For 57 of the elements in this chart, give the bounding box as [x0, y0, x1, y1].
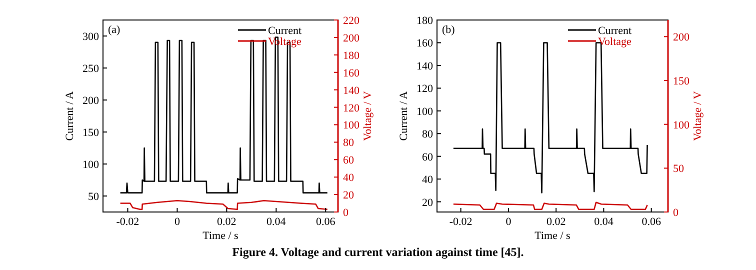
y-tick-label: 160 — [416, 38, 434, 50]
y-tick-label: 120 — [416, 83, 434, 96]
y-tick-label: 20 — [422, 196, 434, 209]
y-tick-label: 300 — [82, 31, 100, 43]
y2-tick-label: 200 — [673, 32, 690, 44]
y-axis-title: Current / A — [64, 91, 76, 141]
y2-axis-title: Voltage / V — [692, 91, 704, 141]
legend-label: Current — [268, 25, 302, 37]
y2-tick-label: 120 — [343, 102, 360, 114]
y2-tick-label: 0 — [343, 207, 349, 219]
y2-tick-label: 60 — [343, 154, 354, 167]
y2-axis-title: Voltage / V — [362, 91, 374, 141]
x-axis-title: Time / s — [202, 230, 238, 242]
y-tick-label: 50 — [88, 191, 100, 203]
y-tick-label: 100 — [82, 159, 100, 171]
y-tick-label: 60 — [422, 151, 434, 164]
caption: Figure 4. Voltage and current variation against time [45]. — [232, 245, 524, 259]
x-tick-label: 0.02 — [217, 216, 236, 228]
x-tick-label: 0.06 — [642, 216, 662, 228]
x-tick-label: 0.04 — [266, 216, 286, 228]
y2-tick-label: 200 — [343, 32, 360, 44]
y2-tick-label: 40 — [343, 172, 354, 184]
x-tick-label: 0.06 — [316, 216, 336, 228]
y-axis-title: Current / A — [398, 91, 410, 141]
y2-tick-label: 50 — [673, 163, 684, 176]
x-tick-label: 0 — [506, 216, 512, 228]
annotation: (a) — [108, 24, 121, 36]
y2-tick-label: 20 — [343, 190, 354, 202]
x-axis-title: Time / s — [534, 230, 570, 242]
x-tick-label: -0.02 — [116, 216, 140, 228]
y2-tick-label: 140 — [343, 84, 360, 97]
y-tick-label: 80 — [422, 128, 434, 141]
x-tick-label: 0.02 — [546, 216, 566, 228]
y2-tick-label: 80 — [343, 137, 354, 150]
legend-label: Voltage — [598, 36, 632, 48]
legend-label: Current — [598, 25, 632, 37]
y-tick-label: 180 — [416, 15, 434, 27]
y-tick-label: 100 — [416, 106, 434, 118]
line-series — [120, 36, 328, 194]
y-tick-label: 250 — [82, 63, 100, 75]
y-tick-label: 150 — [82, 127, 100, 139]
y-tick-label: 200 — [82, 95, 100, 107]
y2-tick-label: 100 — [343, 120, 360, 132]
y-tick-label: 140 — [416, 60, 434, 72]
line-series — [452, 202, 648, 210]
y2-tick-label: 100 — [673, 119, 690, 132]
y-tick-label: 40 — [422, 174, 434, 186]
x-tick-label: 0 — [174, 216, 180, 228]
y2-tick-label: 160 — [343, 67, 360, 80]
x-tick-label: -0.02 — [449, 216, 472, 228]
y2-tick-label: 0 — [673, 207, 679, 219]
y2-tick-label: 180 — [343, 50, 360, 62]
x-tick-label: 0.04 — [594, 216, 614, 228]
annotation: (b) — [442, 24, 456, 36]
y2-tick-label: 220 — [343, 15, 360, 27]
y2-tick-label: 150 — [673, 75, 690, 88]
line-series — [120, 200, 328, 210]
